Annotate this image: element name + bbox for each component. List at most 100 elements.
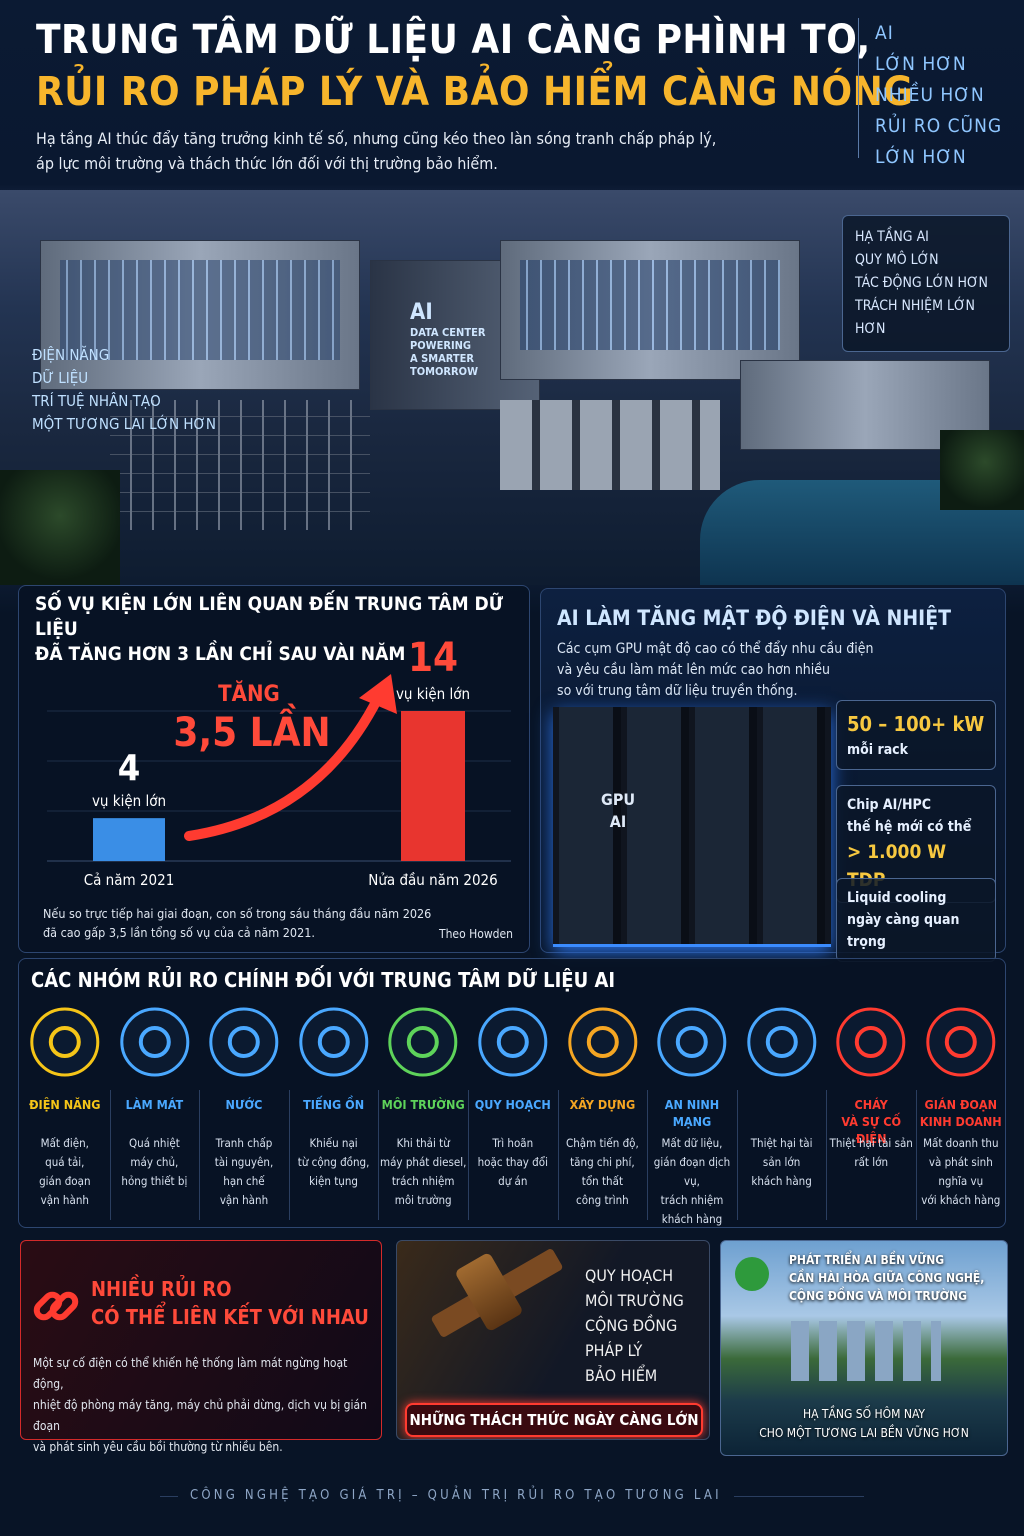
stat-line: ngày càng quan trọng	[847, 912, 960, 950]
risk-name: QUY HOẠCH	[468, 1096, 558, 1113]
divider	[647, 1090, 649, 1220]
divider	[557, 1090, 559, 1220]
risk-desc-line: tổn thất	[581, 1174, 623, 1188]
icon-glyph	[855, 1026, 888, 1058]
text-line: DATA CENTER	[410, 326, 486, 339]
windows	[60, 260, 340, 360]
footer: CÔNG NGHỆ TẠO GIÁ TRỊ – QUẢN TRỊ RỦI RO …	[178, 1488, 734, 1503]
stat-line: 50 – 100+ kW	[847, 712, 985, 736]
text-line: NHIỀU HƠN	[875, 84, 985, 106]
text-line: LỚN HƠN	[875, 146, 967, 168]
text-line: GPU	[601, 790, 636, 809]
risk-panel: CÁC NHÓM RỦI RO CHÍNH ĐỐI VỚI TRUNG TÂM …	[18, 958, 1006, 1228]
risk-desc-line: gián đoạn	[39, 1174, 91, 1188]
divider	[378, 1090, 380, 1220]
substation	[110, 400, 370, 530]
icon-glyph	[407, 1026, 440, 1058]
gpu-desc: Các cụm GPU mật độ cao có thể đẩy nhu cầ…	[557, 639, 873, 702]
risk-desc: Quá nhiệt máy chủ, hỏng thiết bị	[110, 1134, 200, 1191]
text-line: BẢO HIỂM	[585, 1366, 658, 1385]
divider	[826, 1090, 828, 1220]
value-label: 14	[408, 635, 458, 681]
arrow-head	[359, 674, 397, 714]
risk-desc-line: vận hành	[219, 1193, 269, 1207]
text-line: Nếu so trực tiếp hai giai đoạn, con số t…	[43, 906, 432, 921]
text-line: TRÍ TUỆ NHÂN TẠO	[32, 392, 161, 410]
sustainable-panel: PHÁT TRIỂN AI BỀN VỮNG CẦN HÀI HÒA GIỮA C…	[720, 1240, 1008, 1456]
risk-desc-line: Mất doanh thu	[923, 1136, 999, 1150]
tagline: AI LỚN HƠN NHIỀU HƠN RỦI RO CŨNG LỚN HƠN	[858, 18, 1002, 168]
stat-line: thế hệ mới có thể	[847, 819, 972, 835]
icon-glyph	[586, 1026, 619, 1058]
sustainable-title: PHÁT TRIỂN AI BỀN VỮNG CẦN HÀI HÒA GIỮA C…	[789, 1251, 984, 1305]
icon-ring	[299, 1007, 369, 1077]
risk-desc-line: với khách hàng	[921, 1193, 1001, 1207]
text-line: và phát sinh yêu cầu bồi thường từ nhiều…	[33, 1440, 283, 1454]
text-line: Các cụm GPU mật độ cao có thể đẩy nhu cầ…	[557, 641, 874, 657]
risk-desc-line: hạn chế	[223, 1174, 265, 1188]
x-tick-label: Nửa đầu năm 2026	[368, 871, 497, 889]
icon-ring	[30, 1007, 100, 1077]
risk-icon	[30, 1007, 100, 1077]
chain-icon	[33, 1291, 79, 1321]
risk-desc-line: Quá nhiệt	[129, 1136, 180, 1150]
lawsuit-panel: SỐ VỤ KIỆN LỚN LIÊN QUAN ĐẾN TRUNG TÂM D…	[18, 585, 530, 953]
icon-glyph	[138, 1026, 171, 1058]
icon-ring	[567, 1007, 637, 1077]
stat-line: mỗi rack	[847, 742, 909, 758]
risk-desc-line: dự án	[498, 1174, 528, 1188]
stat-box: Liquid cooling ngày càng quan trọng	[836, 878, 996, 962]
risk-desc-line: hoặc thay đổi	[477, 1155, 548, 1169]
text-line: CỘNG ĐỒNG	[585, 1316, 678, 1335]
text-line: Một sự cố điện có thể khiến hệ thống làm…	[33, 1356, 348, 1391]
risk-desc: Chậm tiến độ, tăng chi phí, tổn thất công t…	[558, 1134, 648, 1210]
text-line: TÁC ĐỘNG LỚN HƠN	[855, 275, 988, 291]
risk-name: MÔI TRƯỜNG	[378, 1096, 468, 1113]
risk-name-line: NƯỚC	[225, 1097, 263, 1112]
risk-desc: Trì hoãn hoặc thay đổi dự án	[468, 1134, 558, 1191]
text-line: CẦN HÀI HÒA GIỮA CÔNG NGHỆ,	[789, 1271, 985, 1285]
risk-desc: Khiếu nại từ cộng đồng, kiện tụng	[289, 1134, 379, 1191]
icon-ring	[478, 1007, 548, 1077]
risk-desc-line: kiện tụng	[309, 1174, 358, 1188]
risk-name: CHÁY VÀ SỰ CỐ ĐIỆN	[826, 1096, 916, 1147]
risk-desc-line: Mất điện,	[40, 1136, 89, 1150]
risk-desc: Tranh chấp tài nguyên, hạn chế vận hành	[199, 1134, 289, 1210]
risk-name-line: AN NINH MẠNG	[664, 1097, 720, 1129]
generators	[500, 400, 720, 490]
server-racks	[553, 707, 831, 947]
risk-name: ĐIỆN NĂNG	[20, 1096, 110, 1113]
risk-name-line: GIÁN ĐOẠN	[924, 1097, 998, 1112]
risk-name: LÀM MÁT	[110, 1096, 200, 1113]
trees	[940, 430, 1024, 510]
risk-desc-line: hỏng thiết bị	[121, 1174, 188, 1188]
icon-glyph	[48, 1026, 81, 1058]
risk-desc-line: khách hàng	[751, 1174, 812, 1188]
text-line: HẠ TẦNG SỐ HÔM NAY	[802, 1407, 926, 1421]
risk-desc-line: Mất dữ liệu,	[661, 1136, 723, 1150]
text-line: RỦI RO PHÁP LÝ VÀ BẢO HIỂM CÀNG NÓNG	[36, 69, 914, 115]
risk-desc-line: công trình	[576, 1193, 629, 1207]
risk-desc: Mất doanh thu và phát sinh nghĩa vụ với khá…	[916, 1134, 1006, 1210]
chart-note: Nếu so trực tiếp hai giai đoạn, con số t…	[43, 904, 431, 942]
linked-text: Một sự cố điện có thể khiến hệ thống làm…	[33, 1353, 381, 1458]
text-line: so với trung tâm dữ liệu truyền thống.	[557, 683, 798, 699]
growth-arrow	[184, 691, 384, 841]
text-line: POWERING	[410, 339, 472, 352]
rack-label: GPU AI	[601, 789, 635, 833]
leaf-icon	[735, 1257, 769, 1291]
icon-ring	[209, 1007, 279, 1077]
linked-panel: NHIỀU RỦI RO CÓ THỂ LIÊN KẾT VỚI NHAU Một…	[20, 1240, 382, 1454]
text-line: A SMARTER	[410, 352, 475, 365]
risk-desc-line: tăng chi phí,	[570, 1155, 635, 1169]
text-line: AI	[609, 812, 627, 831]
title: TRUNG TÂM DỮ LIỆU AI CÀNG PHÌNH TO, RỦI R…	[36, 14, 913, 118]
stat-line: Liquid cooling	[847, 890, 947, 906]
x-tick-label: Cả năm 2021	[84, 871, 175, 889]
risk-desc-line: Khiếu nại	[309, 1136, 358, 1150]
bar	[401, 711, 465, 861]
divider	[288, 1090, 290, 1220]
risk-desc-line: Tranh chấp	[215, 1136, 273, 1150]
icon-glyph	[675, 1026, 708, 1058]
